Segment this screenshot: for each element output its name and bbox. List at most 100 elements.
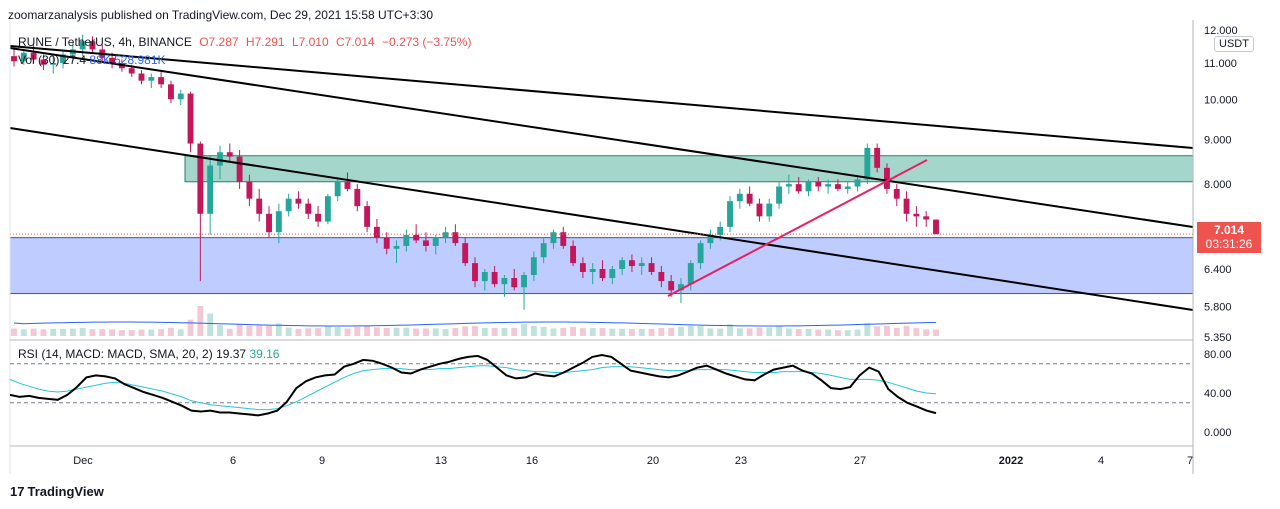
- price-tick-label: 9.000: [1204, 134, 1232, 146]
- candle-body: [177, 93, 184, 100]
- volume-bar: [423, 328, 429, 336]
- volume-bar: [50, 328, 57, 336]
- volume-bar: [589, 328, 596, 336]
- candle-body: [79, 41, 86, 50]
- rsi-line: [9, 353, 937, 417]
- volume-bar: [697, 326, 704, 336]
- time-tick-label: 7: [1187, 455, 1193, 467]
- candle-body: [167, 84, 174, 100]
- volume-bar: [825, 329, 832, 336]
- candle-body: [246, 181, 253, 199]
- candle-body: [707, 234, 714, 244]
- price-tick-label: 12.000: [1204, 25, 1238, 37]
- candle-body: [756, 203, 763, 217]
- candle-body: [305, 203, 312, 214]
- candle-body: [884, 167, 890, 189]
- time-tick-label: Dec: [73, 455, 93, 467]
- candle-body: [266, 213, 272, 233]
- volume-bar: [138, 329, 145, 336]
- candle-body: [491, 271, 498, 285]
- candle-body: [668, 281, 675, 291]
- candle-body: [687, 263, 694, 285]
- volume-bar: [177, 329, 184, 336]
- volume-bar: [893, 327, 900, 336]
- volume-bar: [903, 325, 910, 336]
- change-value: −0.273 (−3.75%): [382, 35, 472, 49]
- candle-body: [20, 52, 27, 62]
- volume-bar: [805, 328, 812, 336]
- volume-bar: [923, 329, 930, 336]
- volume-bar: [266, 325, 272, 336]
- volume-header: Vol (30) 27.4 88K 528.981K: [18, 53, 166, 67]
- candle-body: [570, 245, 577, 264]
- volume-bar: [874, 326, 881, 336]
- tradingview-brand[interactable]: 17 TradingView: [10, 484, 104, 499]
- volume-bar: [30, 328, 37, 336]
- volume-bar: [354, 326, 361, 336]
- volume-bar: [687, 325, 694, 336]
- candle-body: [913, 213, 920, 217]
- volume-value-1: 27.4: [62, 53, 87, 67]
- candle-body: [432, 237, 439, 246]
- currency-unit[interactable]: USDT: [1214, 36, 1254, 52]
- candle-body: [442, 232, 449, 238]
- volume-bar: [393, 327, 400, 336]
- volume-bar: [609, 328, 616, 336]
- volume-bar: [776, 326, 783, 336]
- rsi-label: RSI (14, MACD: MACD, SMA, 20, 2): [18, 347, 213, 361]
- volume-bar: [648, 328, 655, 336]
- candle-body: [599, 269, 606, 279]
- volume-bar: [570, 327, 577, 336]
- volume-bar: [324, 325, 331, 336]
- high-value: H7.291: [245, 35, 285, 49]
- candle-body: [256, 198, 263, 214]
- volume-value-2: 88K: [89, 53, 111, 67]
- volume-bar: [933, 329, 939, 336]
- candle-body: [324, 196, 331, 222]
- candle-body: [609, 269, 616, 279]
- rsi-header: RSI (14, MACD: MACD, SMA, 20, 2) 19.37 3…: [18, 347, 279, 361]
- candle-body: [373, 226, 380, 238]
- time-tick-label: 16: [526, 455, 538, 467]
- channel-middle-line: [9, 47, 1194, 228]
- volume-bar: [579, 328, 586, 336]
- candle-body: [393, 245, 400, 249]
- volume-bar: [109, 329, 116, 336]
- candle-body: [903, 198, 910, 214]
- candle-body: [530, 257, 537, 275]
- candle-body: [825, 184, 832, 187]
- volume-bar: [40, 329, 47, 336]
- candle-body: [589, 269, 596, 272]
- candle-body: [933, 219, 939, 235]
- volume-ma-line: [13, 321, 937, 327]
- volume-bar: [815, 329, 822, 336]
- price-tick-label: 8.000: [1204, 179, 1232, 191]
- rsi-value: 19.37: [216, 347, 247, 361]
- candle-body: [364, 206, 371, 227]
- volume-bar: [628, 328, 635, 336]
- price-tick-label: 5.350: [1204, 332, 1232, 344]
- volume-bar: [11, 328, 17, 336]
- candle-body: [89, 41, 96, 50]
- candle-body: [315, 213, 322, 222]
- volume-value-3: 528.981K: [114, 53, 166, 67]
- candle-body: [50, 63, 57, 65]
- candle-body: [511, 278, 518, 288]
- volume-bar: [187, 319, 194, 336]
- candle-body: [795, 184, 802, 192]
- low-value: L7.010: [291, 35, 329, 49]
- volume-bar: [511, 327, 518, 336]
- volume-bar: [413, 328, 420, 336]
- volume-bar: [207, 313, 214, 336]
- rsi-tick-label: 80.00: [1204, 349, 1232, 361]
- bar-countdown: 03:31:26: [1205, 237, 1253, 251]
- candle-body: [550, 232, 557, 244]
- volume-bar: [89, 329, 96, 336]
- volume-bar: [844, 330, 851, 336]
- candle-body: [226, 152, 233, 157]
- candle-body: [109, 57, 116, 63]
- candle-body: [354, 188, 361, 207]
- price-tick-label: 10.000: [1204, 94, 1238, 106]
- time-tick-label: 4: [1098, 455, 1104, 467]
